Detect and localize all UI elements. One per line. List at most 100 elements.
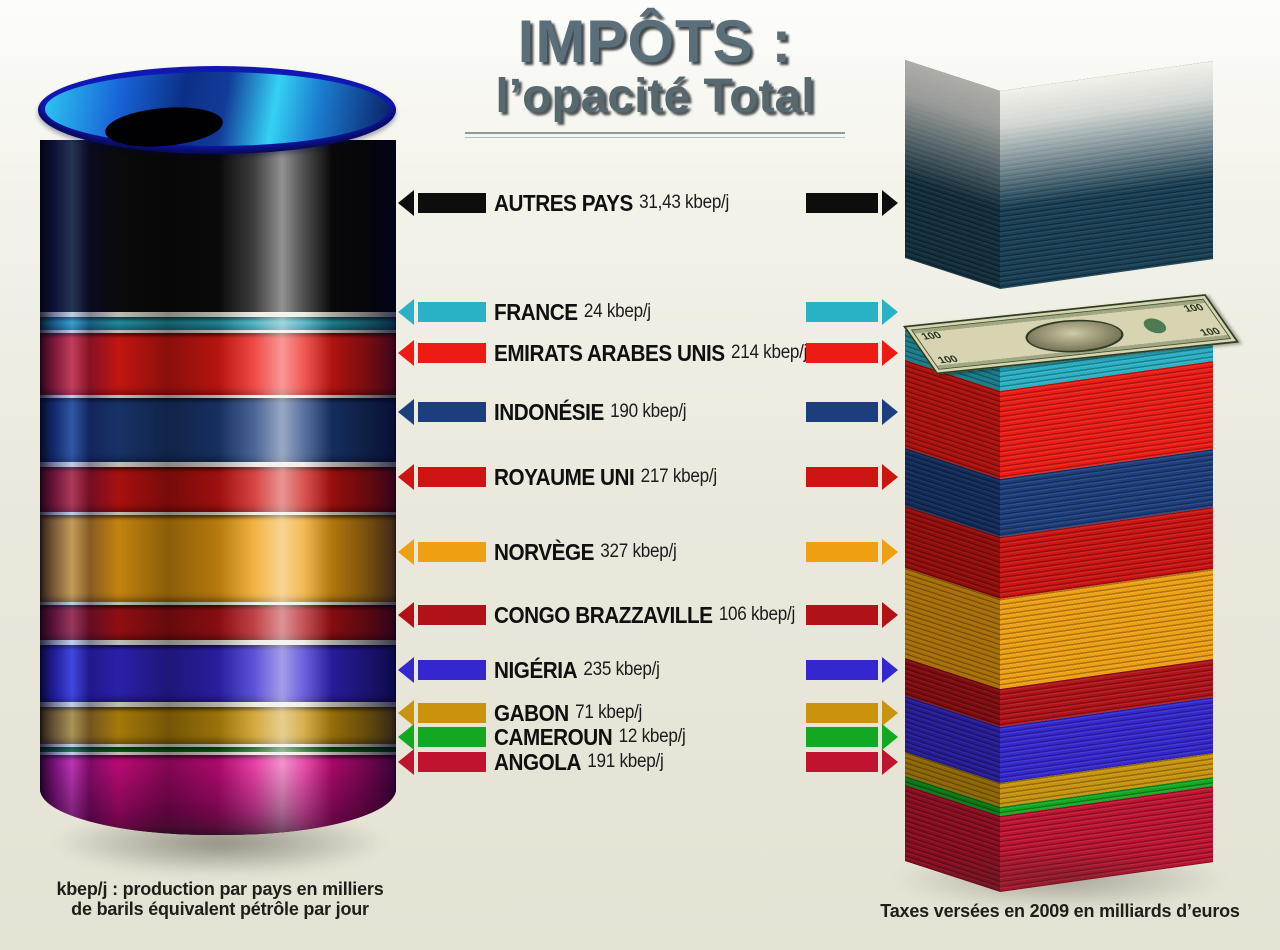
title-underline [465, 132, 845, 139]
left-color-bar [418, 605, 486, 625]
right-color-bar [806, 660, 878, 680]
country-label: AUTRES PAYS [494, 189, 633, 216]
right-arrow-icon [882, 539, 898, 565]
left-color-bar [418, 542, 486, 562]
country-row: CONGO BRAZZAVILLE 106 kbep/j [398, 601, 898, 629]
country-text: AUTRES PAYS 31,43 kbep/j [494, 189, 729, 217]
left-arrow-icon [398, 602, 414, 628]
barrel-shadow [52, 810, 388, 876]
bill-denomination: 100 [1181, 302, 1207, 315]
country-value: 235 kbep/j [583, 659, 660, 680]
right-color-bar [806, 727, 878, 747]
right-color-bar [806, 542, 878, 562]
country-row: INDONÉSIE 190 kbep/j [398, 398, 898, 426]
country-label: ROYAUME UNI [494, 463, 635, 490]
right-color-bar [806, 605, 878, 625]
country-row: CAMEROUN 12 kbep/j [398, 723, 898, 751]
bill-denomination: 100 [935, 354, 961, 366]
left-arrow-icon [398, 724, 414, 750]
barrel-band [40, 395, 396, 462]
footnote-taxes: Taxes versées en 2009 en milliards d’eur… [880, 901, 1240, 921]
country-value: 106 kbep/j [718, 604, 796, 625]
country-value: 24 kbep/j [583, 301, 651, 322]
left-color-bar [418, 302, 486, 322]
country-row: NIGÉRIA 235 kbep/j [398, 656, 898, 684]
money-stack-left-face [905, 330, 1000, 892]
barrel-bung-hole [103, 102, 225, 152]
left-arrow-icon [398, 700, 414, 726]
right-color-bar [806, 402, 878, 422]
right-arrow-icon [882, 399, 898, 425]
left-color-bar [418, 703, 486, 723]
right-arrow-icon [882, 340, 898, 366]
country-text: ANGOLA 191 kbep/j [494, 748, 664, 776]
footnote-production-line1: kbep/j : production par pays en milliers [56, 879, 384, 899]
right-arrow-icon [882, 657, 898, 683]
barrel-body [40, 140, 396, 835]
right-color-bar [806, 343, 878, 363]
left-arrow-icon [398, 657, 414, 683]
country-label: GABON [494, 699, 569, 726]
bill-denomination: 100 [1197, 326, 1224, 339]
page-title: IMPÔTS : [517, 8, 793, 75]
country-row: ANGOLA 191 kbep/j [398, 748, 898, 776]
country-label: NIGÉRIA [494, 656, 578, 683]
country-label: NORVÈGE [494, 538, 594, 565]
money-stack-top-block-right-face [1000, 61, 1213, 289]
country-value: 327 kbep/j [600, 541, 677, 562]
right-arrow-icon [882, 299, 898, 325]
right-arrow-icon [882, 602, 898, 628]
country-value: 31,43 kbep/j [639, 192, 730, 213]
right-arrow-icon [882, 749, 898, 775]
left-color-bar [418, 402, 486, 422]
country-row: AUTRES PAYS 31,43 kbep/j [398, 189, 898, 217]
left-arrow-icon [398, 190, 414, 216]
barrel-band [40, 640, 396, 702]
footnote-production: kbep/j : production par pays en milliers… [40, 879, 400, 919]
country-text: NIGÉRIA 235 kbep/j [494, 656, 660, 684]
country-value: 12 kbep/j [618, 726, 686, 747]
barrel-band [40, 702, 396, 744]
left-color-bar [418, 193, 486, 213]
money-stack-top-block-left-face [905, 60, 1000, 289]
barrel-band [40, 312, 396, 330]
country-row: ROYAUME UNI 217 kbep/j [398, 463, 898, 491]
country-row: GABON 71 kbep/j [398, 699, 898, 727]
money-stack-shadow [893, 848, 1227, 910]
left-arrow-icon [398, 340, 414, 366]
left-color-bar [418, 727, 486, 747]
country-label: INDONÉSIE [494, 398, 604, 425]
barrel-rim [38, 66, 396, 154]
country-row: NORVÈGE 327 kbep/j [398, 538, 898, 566]
country-text: ROYAUME UNI 217 kbep/j [494, 463, 717, 491]
left-color-bar [418, 467, 486, 487]
barrel-top-surface [45, 72, 389, 152]
country-value: 191 kbep/j [587, 751, 664, 772]
country-value: 190 kbep/j [610, 401, 687, 422]
bill-portrait-oval [1015, 315, 1133, 357]
country-value: 217 kbep/j [640, 466, 717, 487]
left-color-bar [418, 343, 486, 363]
country-row: FRANCE 24 kbep/j [398, 298, 898, 326]
right-color-bar [806, 752, 878, 772]
left-arrow-icon [398, 539, 414, 565]
country-label: CONGO BRAZZAVILLE [494, 601, 713, 628]
country-label: FRANCE [494, 298, 578, 325]
country-row: EMIRATS ARABES UNIS 214 kbep/j [398, 339, 898, 367]
page-subtitle: l’opacité Total [495, 70, 815, 123]
right-arrow-icon [882, 724, 898, 750]
money-stack-right-face [1000, 331, 1213, 892]
left-color-bar [418, 752, 486, 772]
right-color-bar [806, 302, 878, 322]
title-block: IMPÔTS : l’opacité Total [420, 8, 890, 139]
country-text: CAMEROUN 12 kbep/j [494, 723, 686, 751]
right-color-bar [806, 703, 878, 723]
country-value: 71 kbep/j [575, 702, 643, 723]
barrel-band [40, 744, 396, 752]
barrel-band [40, 330, 396, 395]
country-label: ANGOLA [494, 748, 582, 775]
country-value: 214 kbep/j [730, 342, 808, 363]
barrel-band [40, 602, 396, 640]
right-color-bar [806, 193, 878, 213]
